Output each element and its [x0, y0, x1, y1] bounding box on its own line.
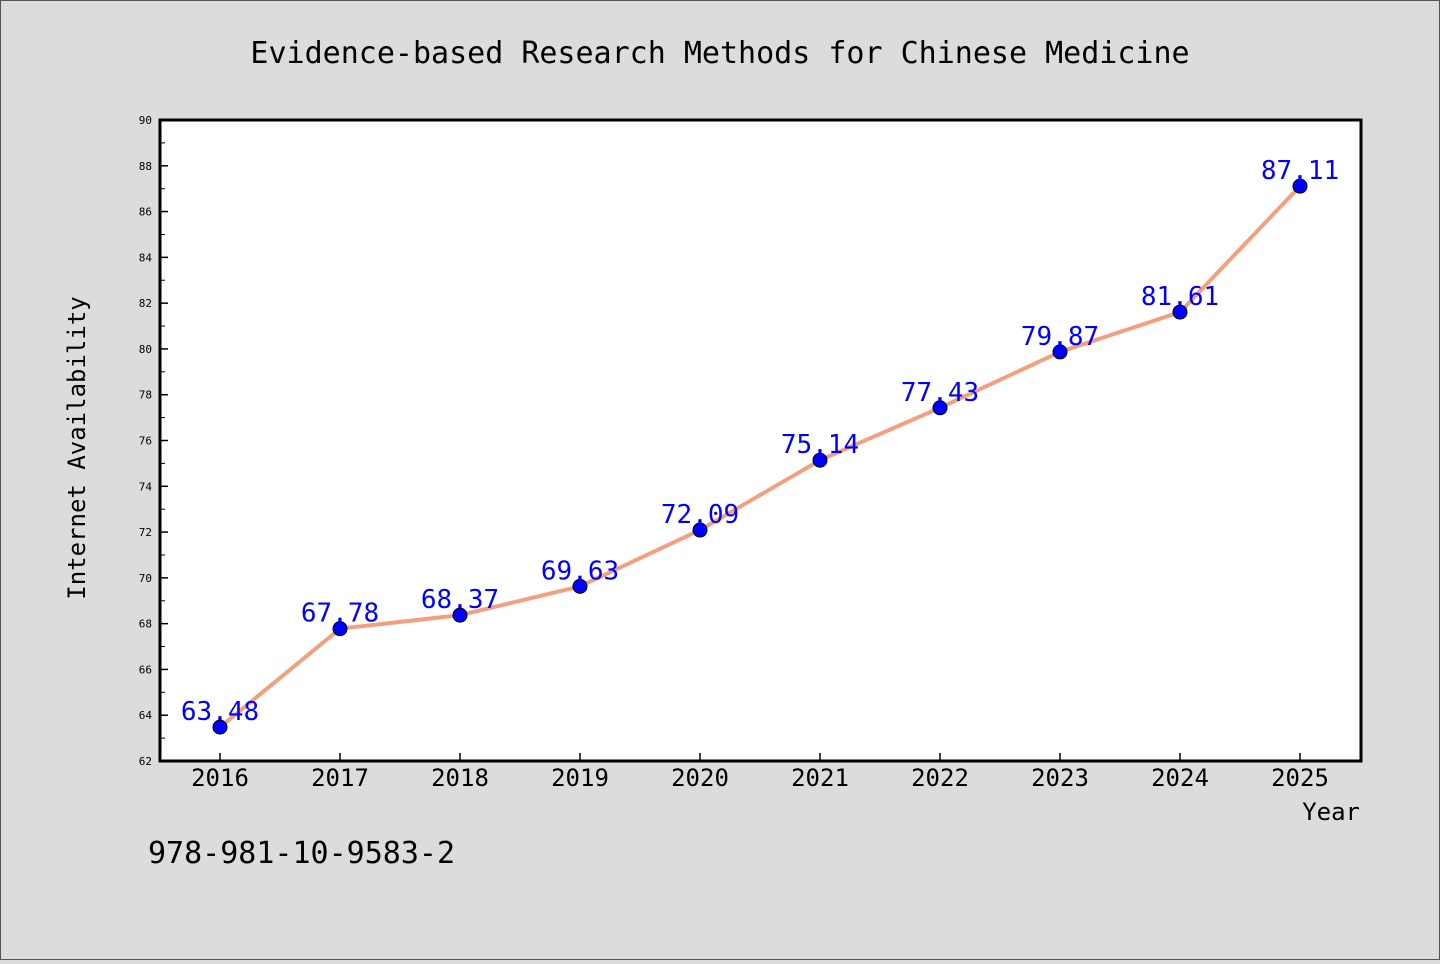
data-point	[332, 621, 348, 637]
y-tick-label: 90	[139, 114, 152, 127]
chart-title: Evidence-based Research Methods for Chin…	[250, 36, 1189, 71]
x-tick-label: 2021	[791, 764, 849, 792]
data-label: 67.78	[301, 599, 379, 629]
x-tick-label: 2023	[1031, 764, 1089, 792]
data-label: 72.09	[661, 500, 739, 530]
data-labels: 63.48 67.78 68.37 69.63 72.09 75.14 77.43 79.87…	[181, 156, 1339, 727]
data-label: 68.37	[421, 585, 499, 615]
y-tick-label: 82	[139, 297, 152, 310]
x-tick-label: 2018	[431, 764, 489, 792]
y-tick-label: 72	[139, 526, 152, 539]
data-point	[212, 719, 228, 735]
data-label: 79.87	[1021, 322, 1099, 352]
y-axis: 62 64 66 68 70 72 74 76 78 80 82 84 86 88 90	[139, 114, 168, 768]
y-axis-label: Internet Availability	[63, 296, 91, 599]
isbn-annotation: 978-981-10-9583-2	[148, 836, 455, 871]
series-markers	[212, 178, 1308, 735]
y-tick-label: 86	[139, 206, 152, 219]
x-tick-label: 2019	[551, 764, 609, 792]
data-label: 87.11	[1261, 156, 1339, 186]
y-tick-label: 78	[139, 389, 152, 402]
data-label: 81.61	[1141, 282, 1219, 312]
data-label: 63.48	[181, 697, 259, 727]
y-tick-label: 74	[139, 480, 153, 493]
x-tick-label: 2017	[311, 764, 369, 792]
data-label: 69.63	[541, 556, 619, 586]
x-tick-label: 2022	[911, 764, 969, 792]
series-line	[218, 184, 1302, 729]
x-axis: 2016 2017 2018 2019 2020 2021 2022 2023 2024 2025	[191, 753, 1329, 792]
y-tick-label: 80	[139, 343, 152, 356]
y-tick-label: 76	[139, 435, 152, 448]
y-tick-label: 88	[139, 160, 152, 173]
data-point	[932, 400, 948, 416]
plot-area	[158, 118, 1363, 763]
data-point	[692, 522, 708, 538]
y-tick-label: 64	[139, 709, 153, 722]
x-tick-label: 2016	[191, 764, 249, 792]
data-label: 77.43	[901, 378, 979, 408]
y-tick-label: 70	[139, 572, 152, 585]
data-point	[572, 578, 588, 594]
data-point	[1172, 304, 1188, 320]
data-label: 75.14	[781, 430, 859, 460]
y-tick-label: 66	[139, 663, 152, 676]
y-tick-label: 62	[139, 755, 152, 768]
data-point	[452, 607, 468, 623]
y-tick-label: 68	[139, 618, 152, 631]
y-tick-label: 84	[139, 251, 153, 264]
x-tick-label: 2020	[671, 764, 729, 792]
data-point	[1292, 178, 1308, 194]
x-tick-label: 2025	[1271, 764, 1329, 792]
x-tick-label: 2024	[1151, 764, 1209, 792]
data-point	[812, 452, 828, 468]
x-axis-label: Year	[1302, 798, 1360, 826]
data-point	[1052, 344, 1068, 360]
